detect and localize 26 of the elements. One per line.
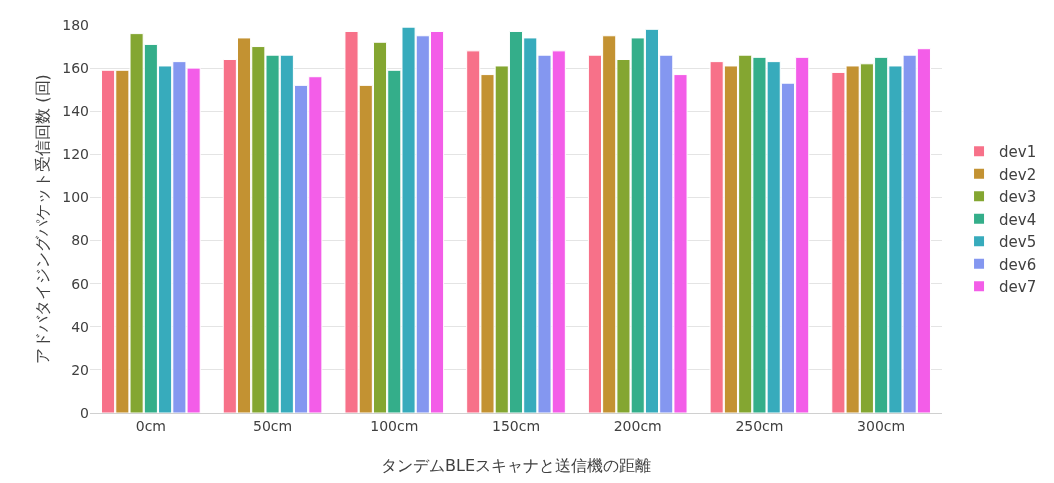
x-tick-label: 300cm	[857, 417, 906, 434]
legend-label: dev2	[999, 165, 1037, 184]
x-tick-label: 100cm	[370, 417, 419, 434]
y-tick-label: 180	[62, 16, 89, 33]
x-tick-label: 0cm	[135, 417, 166, 434]
legend-label: dev7	[999, 278, 1037, 297]
legend-label: dev1	[999, 143, 1037, 162]
y-axis-title: アドバタイジングパケット受信回数 (回)	[33, 74, 52, 364]
y-tick-label: 60	[71, 275, 89, 292]
y-tick-label: 20	[71, 361, 89, 378]
x-axis-title: タンデムBLEスキャナと送信機の距離	[381, 456, 651, 475]
x-tick-label: 50cm	[252, 417, 293, 434]
y-tick-label: 140	[62, 103, 89, 120]
x-tick-label: 150cm	[491, 417, 541, 434]
legend-label: dev6	[999, 255, 1037, 274]
y-tick-label: 40	[71, 318, 89, 335]
y-tick-label: 0	[80, 404, 89, 421]
y-tick-label: 100	[62, 189, 89, 206]
legend-label: dev4	[999, 210, 1037, 229]
y-tick-label: 160	[62, 60, 89, 77]
y-tick-label: 80	[71, 232, 89, 249]
x-tick-label: 200cm	[613, 417, 662, 434]
legend-label: dev3	[999, 188, 1037, 207]
y-tick-label: 120	[62, 146, 89, 163]
legend-label: dev5	[999, 233, 1037, 252]
x-tick-label: 250cm	[735, 417, 784, 434]
